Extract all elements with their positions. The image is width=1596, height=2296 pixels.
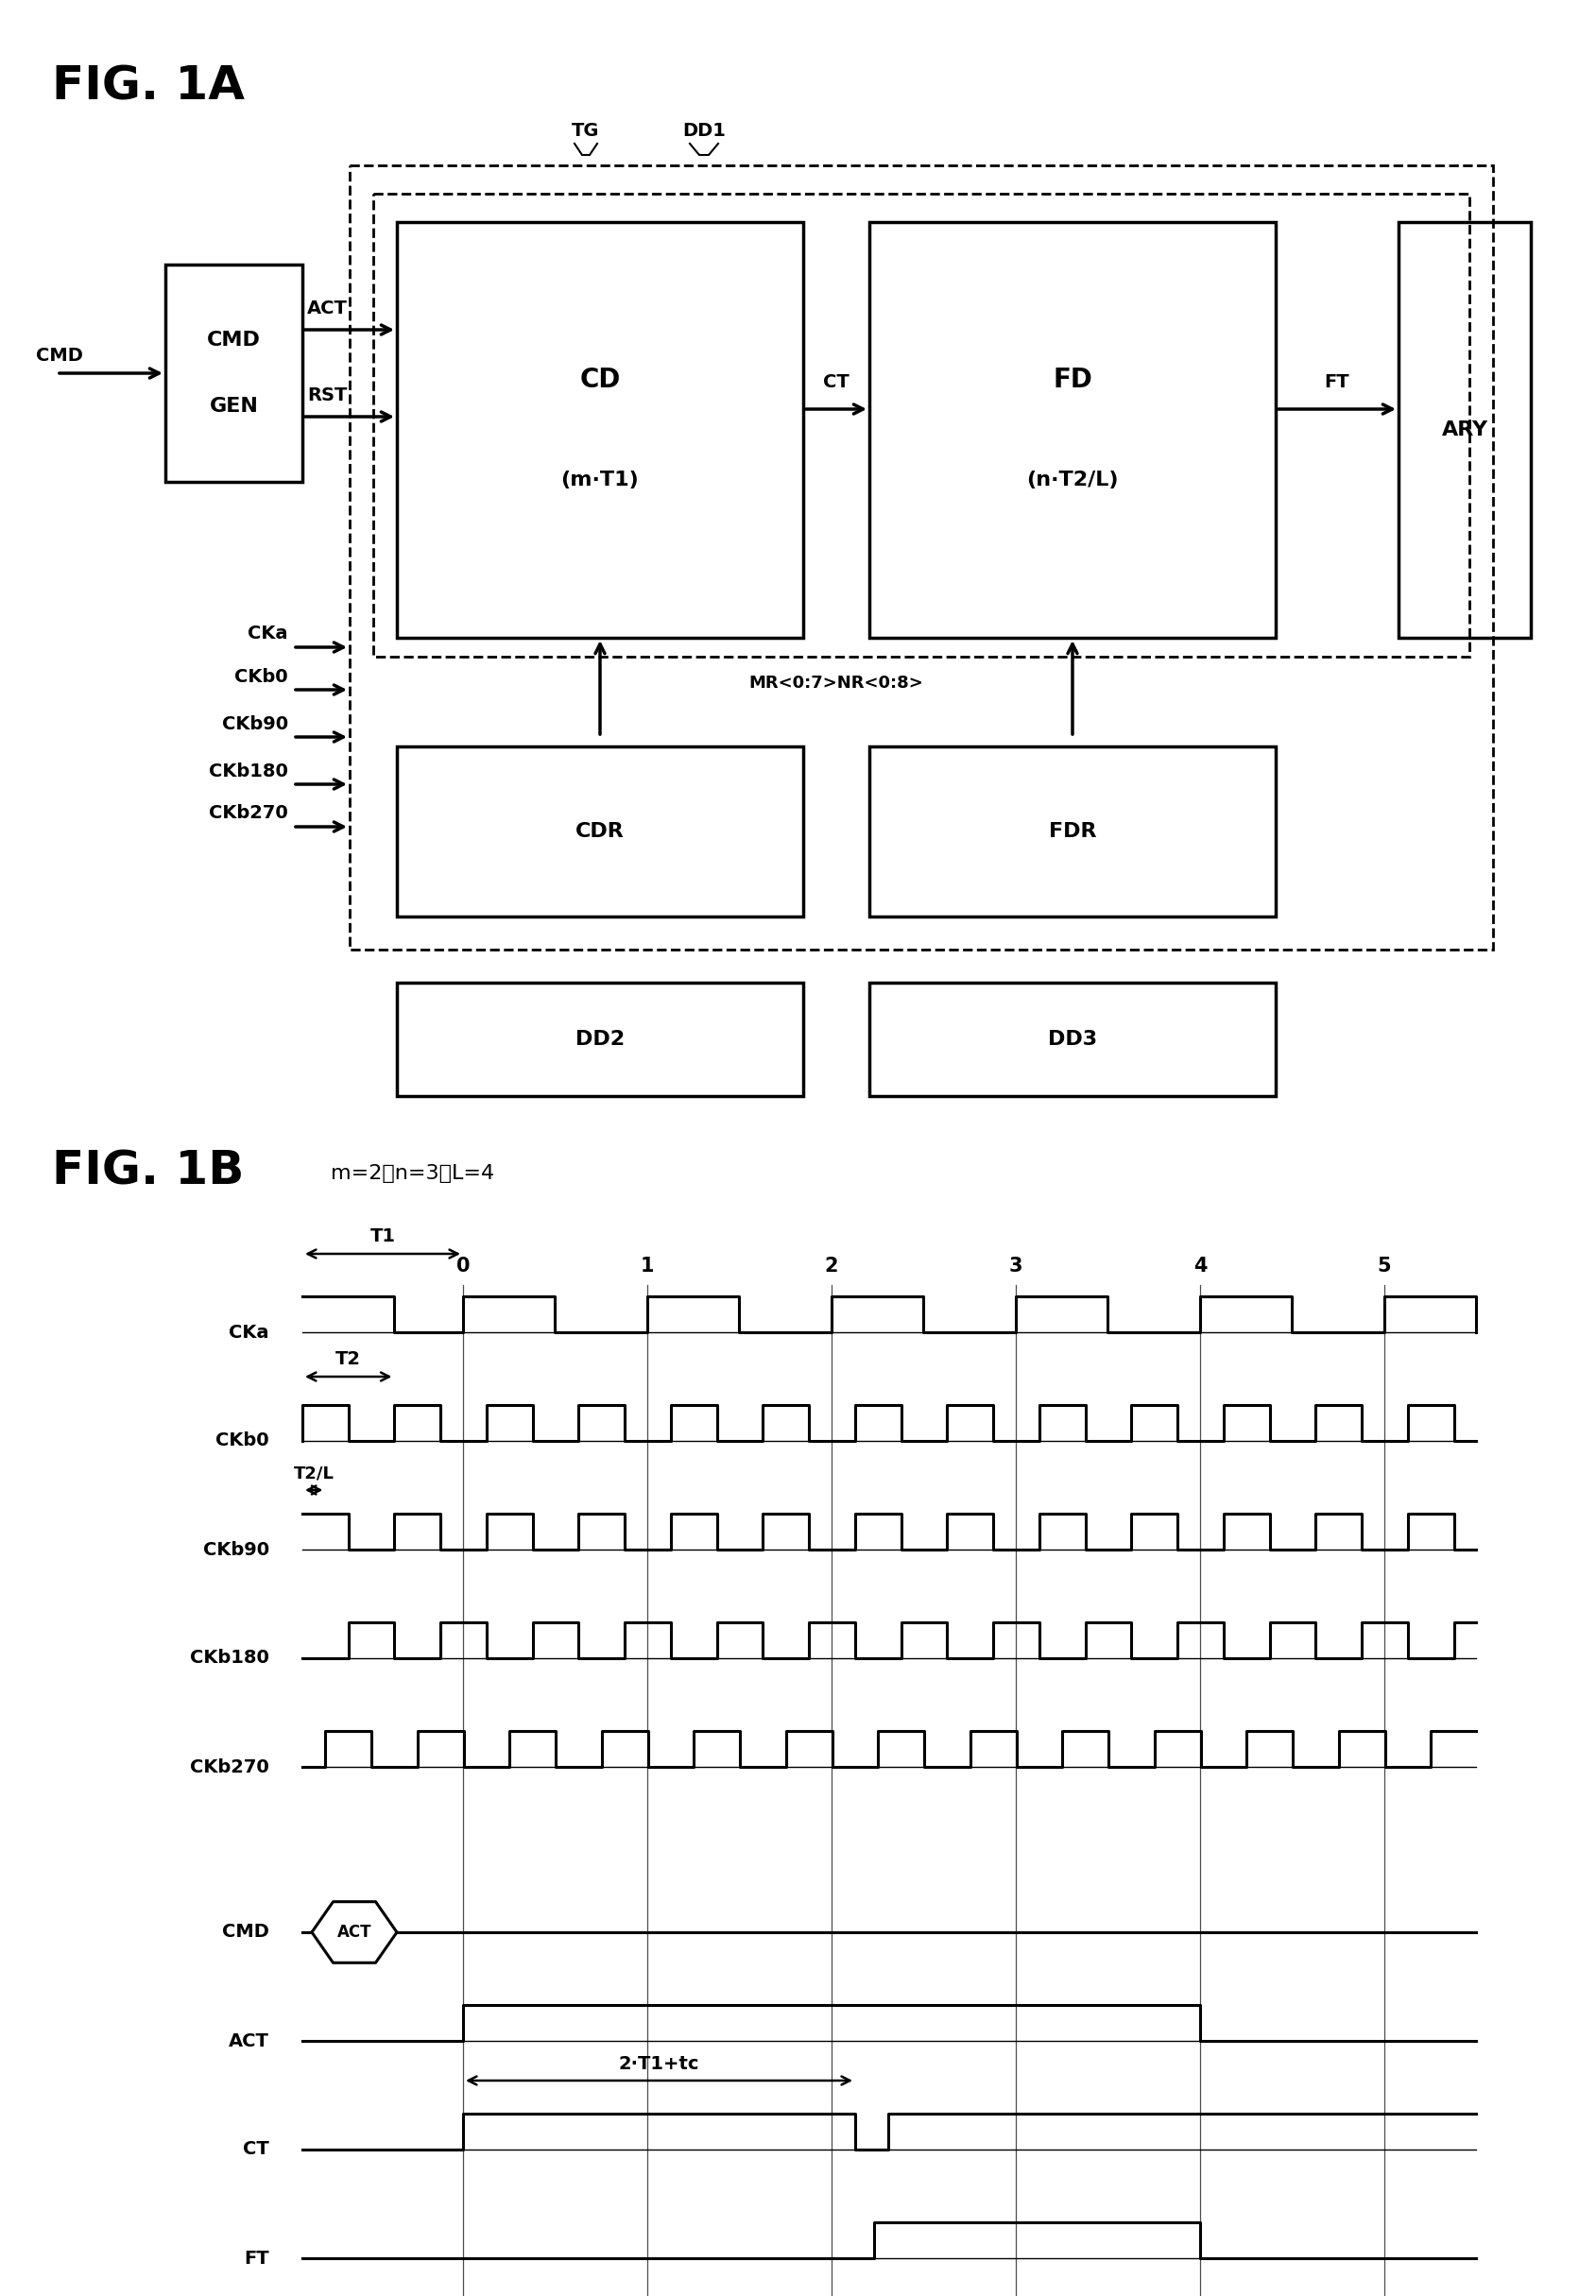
Text: CDR: CDR: [576, 822, 624, 840]
Text: DD3: DD3: [1049, 1031, 1096, 1049]
Text: CKb270: CKb270: [190, 1759, 270, 1775]
Bar: [166, 264, 302, 482]
Text: CD: CD: [579, 367, 621, 393]
Text: FIG. 1A: FIG. 1A: [53, 64, 244, 110]
Bar: [870, 223, 1275, 638]
Text: ACT: ACT: [337, 1924, 372, 1940]
Text: ACT: ACT: [228, 2032, 270, 2050]
Text: 2·T1+tc: 2·T1+tc: [619, 2055, 699, 2073]
Polygon shape: [311, 1901, 397, 1963]
Bar: [350, 165, 1492, 951]
Text: DD2: DD2: [576, 1031, 624, 1049]
Text: CKa: CKa: [247, 625, 289, 643]
Text: TG: TG: [571, 122, 600, 140]
Bar: [397, 983, 803, 1095]
Text: MR<0:7>NR<0:8>: MR<0:7>NR<0:8>: [749, 675, 924, 691]
Text: CKb180: CKb180: [209, 762, 289, 781]
Text: 0: 0: [456, 1256, 469, 1277]
Text: (n·T2/L): (n·T2/L): [1026, 471, 1119, 489]
Text: CT: CT: [824, 374, 849, 393]
Bar: [397, 223, 803, 638]
Text: CKb90: CKb90: [222, 714, 289, 732]
Text: CMD: CMD: [207, 331, 260, 349]
Bar: [397, 746, 803, 916]
Text: GEN: GEN: [209, 397, 259, 416]
Text: T2/L: T2/L: [294, 1465, 334, 1481]
Text: FD: FD: [1053, 367, 1092, 393]
Text: FIG. 1B: FIG. 1B: [53, 1148, 244, 1194]
Text: T1: T1: [370, 1228, 396, 1247]
Text: CKb0: CKb0: [215, 1433, 270, 1449]
Text: RST: RST: [306, 388, 348, 404]
Bar: [1398, 223, 1531, 638]
Text: T2: T2: [335, 1350, 361, 1368]
Text: 3: 3: [1009, 1256, 1023, 1277]
Text: 4: 4: [1194, 1256, 1207, 1277]
Bar: [870, 983, 1275, 1095]
Text: CKb180: CKb180: [190, 1649, 270, 1667]
Text: (m·T1): (m·T1): [560, 471, 638, 489]
Text: FT: FT: [244, 2250, 270, 2266]
Text: 5: 5: [1377, 1256, 1392, 1277]
Text: ARY: ARY: [1441, 420, 1487, 439]
Text: 1: 1: [640, 1256, 654, 1277]
Text: CKa: CKa: [230, 1322, 270, 1341]
Text: CMD: CMD: [222, 1924, 270, 1940]
Text: 2: 2: [825, 1256, 838, 1277]
Bar: [373, 193, 1470, 657]
Text: CKb270: CKb270: [209, 804, 289, 822]
Text: CT: CT: [243, 2140, 270, 2158]
Text: FDR: FDR: [1049, 822, 1096, 840]
Text: CKb0: CKb0: [235, 668, 289, 687]
Text: CMD: CMD: [35, 347, 83, 365]
Text: m=2、n=3、L=4: m=2、n=3、L=4: [330, 1164, 495, 1182]
Text: CKb90: CKb90: [203, 1541, 270, 1559]
Text: ACT: ACT: [306, 301, 348, 317]
Bar: [870, 746, 1275, 916]
Text: FT: FT: [1325, 374, 1350, 393]
Text: DD1: DD1: [683, 122, 726, 140]
